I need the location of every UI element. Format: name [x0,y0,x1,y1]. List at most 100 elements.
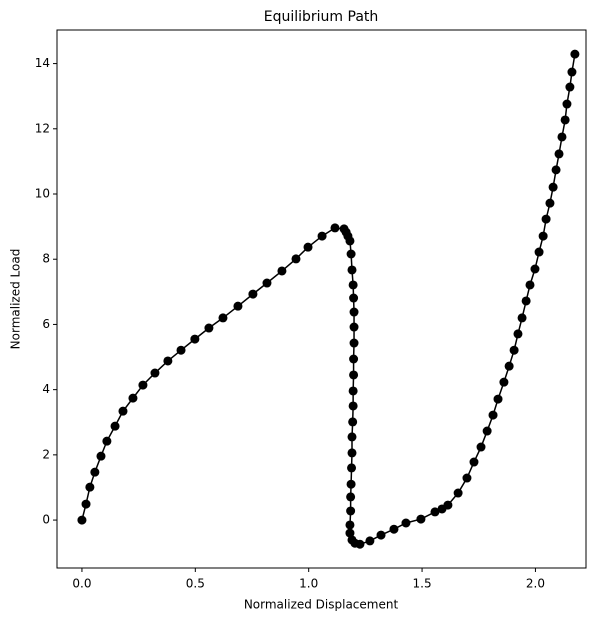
data-point [488,410,498,420]
y-tick-label: 0 [42,513,50,527]
data-point [349,338,359,348]
data-point [349,322,359,332]
data-point [545,198,555,208]
data-point [348,386,358,396]
data-point [513,329,523,339]
data-point [534,247,544,257]
y-tick-label: 10 [35,187,50,201]
data-point [355,539,365,549]
x-tick-label: 1.0 [299,577,318,591]
data-point [476,442,486,452]
data-point [347,432,357,442]
y-tick-label: 6 [42,317,50,331]
data-point [303,242,313,252]
data-point [347,448,357,458]
data-point [570,49,580,59]
data-point [401,518,411,528]
data-point [551,165,561,175]
data-point [262,278,272,288]
data-point [349,293,359,303]
data-point [389,524,399,534]
data-point [81,499,91,509]
data-point [416,514,426,524]
data-point [317,231,327,241]
data-point [453,488,463,498]
y-tick-label: 12 [35,121,50,135]
data-point [118,406,128,416]
data-point [77,515,87,525]
data-point [554,149,564,159]
x-axis-label: Normalized Displacement [244,598,399,612]
chart-title: Equilibrium Path [264,9,379,25]
y-tick-label: 4 [42,382,50,396]
data-point [567,67,577,77]
data-point [233,301,243,311]
data-point [548,182,558,192]
data-point [218,313,228,323]
data-point [365,536,375,546]
data-point [462,473,472,483]
data-point [277,266,287,276]
data-point [190,334,200,344]
data-point [128,393,138,403]
data-point [347,463,357,473]
data-point [349,354,359,364]
data-point [248,289,258,299]
data-point [565,82,575,92]
data-point [562,99,572,109]
data-point [530,264,540,274]
data-point [150,368,160,378]
data-point [482,426,492,436]
data-point [525,280,535,290]
data-point [330,223,340,233]
data-point [509,345,519,355]
x-tick-label: 0.5 [186,577,205,591]
data-point [469,457,479,467]
data-point [345,520,355,530]
data-point [538,231,548,241]
y-tick-label: 14 [35,56,50,70]
data-point [541,214,551,224]
data-point [517,313,527,323]
data-point [499,377,509,387]
data-line [81,54,576,545]
data-point [96,451,106,461]
data-point [349,307,359,317]
data-point [493,394,503,404]
data-point [348,417,358,427]
y-tick-label: 2 [42,447,50,461]
y-tick-label: 8 [42,252,50,266]
data-point [90,467,100,477]
data-point [348,401,358,411]
x-tick-label: 0.0 [72,577,91,591]
data-point [102,436,112,446]
data-point [85,482,95,492]
data-point [349,370,359,380]
data-point [430,507,440,517]
data-point [204,323,214,333]
data-point [504,361,514,371]
x-tick-label: 2.0 [526,577,545,591]
data-point [163,356,173,366]
data-point [110,421,120,431]
data-point [346,479,356,489]
data-point [521,296,531,306]
data-point [176,345,186,355]
data-point [347,265,357,275]
data-point [345,236,355,246]
data-point [348,280,358,290]
data-point [346,492,356,502]
data-point [560,115,570,125]
data-point [138,380,148,390]
data-point [557,132,567,142]
data-point [291,254,301,264]
data-point [345,528,355,538]
data-point [346,249,356,259]
data-point [443,500,453,510]
x-tick-label: 1.5 [413,577,432,591]
y-axis-label: Normalized Load [9,249,23,350]
plot-frame [56,29,587,569]
data-point [346,506,356,516]
data-point [376,530,386,540]
